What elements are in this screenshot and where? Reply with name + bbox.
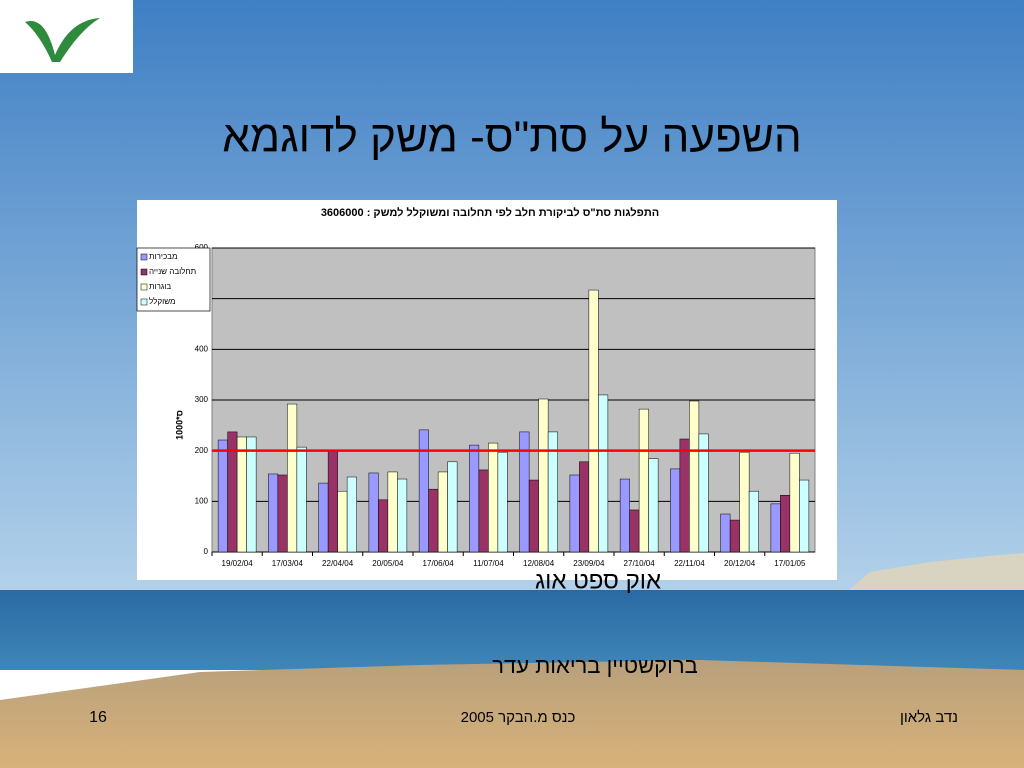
sea — [0, 590, 1024, 670]
beach — [0, 660, 1024, 768]
bar — [217, 439, 228, 553]
bar — [619, 478, 630, 553]
y-tick-label: 100 — [195, 496, 209, 505]
bar — [739, 451, 750, 553]
bar — [327, 449, 338, 553]
bar — [378, 499, 389, 553]
bar — [246, 436, 257, 553]
footer-right: נדב גלאון — [900, 709, 958, 726]
legend-swatch — [140, 283, 148, 291]
chart-title: התפלגות סת"ס לביקורת חלב לפי תחלובה ומשו… — [321, 206, 659, 219]
bar — [368, 472, 379, 553]
subtitle: ברוקשטיין בריאות עדר — [492, 653, 698, 678]
y-axis-title: 1000*ס — [174, 410, 184, 440]
months-note: אוק ספט אוג — [535, 567, 661, 594]
bar — [638, 408, 649, 553]
bar — [648, 458, 659, 553]
legend-label: מבכירות — [149, 252, 177, 261]
x-tick-label: 27/10/04 — [624, 559, 656, 568]
y-tick-label: 400 — [195, 344, 209, 353]
bar — [770, 503, 781, 553]
bar — [547, 431, 558, 553]
y-tick-label: 300 — [195, 395, 209, 404]
legend-label: משוקלל — [149, 297, 175, 306]
x-tick-label: 22/11/04 — [674, 559, 705, 568]
x-tick-label: 19/02/04 — [222, 559, 254, 568]
bar — [337, 490, 348, 553]
bar — [698, 433, 709, 553]
bar — [689, 400, 700, 553]
logo — [25, 18, 100, 62]
y-tick-label: 0 — [204, 547, 209, 556]
legend-swatch — [140, 298, 148, 306]
bar — [598, 394, 609, 553]
x-tick-label: 23/09/04 — [573, 559, 605, 568]
bar — [679, 438, 690, 553]
legend-label: תחלובה שנייה — [149, 267, 196, 276]
slide-title: השפעה על סת"ס- משק לדוגמא — [222, 113, 802, 162]
bar — [469, 444, 480, 553]
y-tick-label: 600 — [195, 243, 209, 252]
bar — [346, 476, 357, 553]
bar — [428, 488, 439, 553]
bar — [588, 289, 599, 553]
x-tick-label: 11/07/04 — [473, 559, 504, 568]
bar — [277, 474, 288, 553]
bar — [720, 513, 731, 553]
bar — [789, 452, 800, 553]
bar — [579, 461, 590, 553]
bar — [287, 403, 298, 553]
y-tick-label: 200 — [195, 446, 209, 455]
legend-label: בוגרות — [149, 282, 171, 291]
bar — [488, 442, 499, 553]
bar — [528, 479, 539, 553]
bar — [296, 446, 307, 553]
x-tick-label: 17/03/04 — [272, 559, 304, 568]
x-tick-label: 20/05/04 — [372, 559, 404, 568]
page-number: 16 — [89, 709, 107, 726]
x-tick-label: 22/04/04 — [322, 559, 354, 568]
bar — [670, 468, 681, 553]
legend-swatch — [140, 268, 148, 276]
footer-center: כנס מ.הבקר 2005 — [461, 709, 576, 726]
bar — [387, 471, 398, 553]
x-tick-label: 12/08/04 — [523, 559, 555, 568]
bar — [397, 478, 408, 553]
x-tick-label: 20/12/04 — [724, 559, 756, 568]
bar — [629, 509, 640, 553]
bar — [447, 461, 458, 553]
x-tick-label: 17/06/04 — [423, 559, 455, 568]
x-tick-label: 17/01/05 — [774, 559, 806, 568]
bar — [437, 471, 448, 553]
bar — [780, 495, 791, 553]
bar — [478, 469, 489, 553]
bar — [318, 482, 329, 553]
bar — [236, 436, 247, 553]
bar — [418, 429, 429, 553]
bar — [748, 490, 759, 553]
bar — [799, 479, 810, 553]
bar — [729, 519, 740, 553]
bar — [538, 398, 549, 553]
bar — [569, 474, 580, 553]
legend-swatch — [140, 253, 148, 261]
bar — [268, 473, 279, 553]
bar — [497, 451, 508, 553]
legend-box — [136, 247, 211, 312]
